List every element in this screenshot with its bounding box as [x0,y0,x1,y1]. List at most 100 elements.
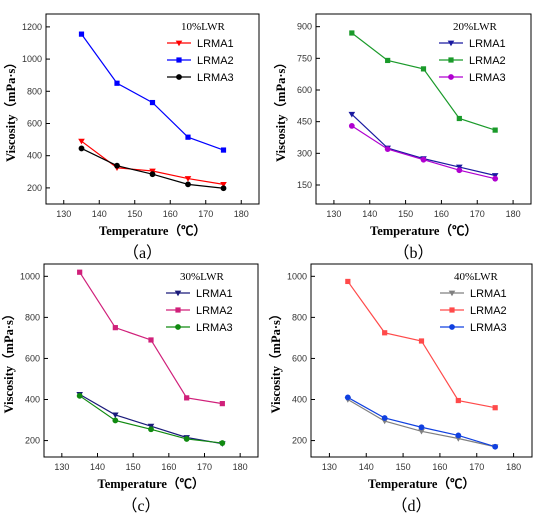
data-point [220,181,227,188]
data-point [185,134,191,140]
legend-label: LRMA3 [469,72,506,84]
panel-label: （c） [121,497,160,515]
chart-panel-4: 130 140 150 160 170 180 200 400 600 800 1000 Temper… [268,263,533,515]
legend-label: LRMA2 [197,55,234,67]
data-point [114,80,120,86]
legend-entry: LRMA2 [167,55,234,67]
legend-marker [449,307,455,313]
legend-entry: LRMA1 [166,288,233,300]
data-point [148,426,154,433]
plot-frame [43,263,259,458]
plot-frame [310,263,533,458]
legend-marker [175,40,183,47]
series-LRMA1 [348,111,499,179]
chart-panel-1: 130 140 150 160 170 180 200 400 600 800 1000 1200 Te… [3,13,260,262]
y-tick-label: 1200 [22,22,42,32]
legend-label: LRMA2 [196,305,233,317]
x-tick-label: 140 [90,462,105,472]
legend-label: LRMA1 [470,288,507,300]
x-tick-label: 160 [161,462,176,472]
x-tick-label: 140 [362,209,377,219]
data-point [78,145,85,152]
x-tick-label: 160 [432,462,447,472]
y-axis-label: Viscosity（mPa·s） [268,308,283,414]
data-point [492,443,499,450]
series-line [79,393,223,445]
data-point [455,432,462,439]
x-tick-label: 180 [506,209,521,219]
legend-label: LRMA3 [196,322,233,334]
y-tick-label: 900 [297,22,312,32]
legend-marker [448,57,454,63]
series-line [81,33,224,151]
legend-entry: LRMA1 [439,38,506,50]
y-tick-label: 600 [27,118,42,128]
y-tick-label: 200 [25,436,40,446]
y-tick-label: 600 [292,353,307,363]
legend-entry: LRMA3 [439,72,506,84]
legend-marker [176,74,182,80]
legend-title: 20%LWR [453,21,497,33]
data-point [112,412,119,419]
y-tick-label: 600 [25,353,40,363]
legend-label: LRMA3 [197,72,234,84]
legend-marker [176,57,182,63]
legend-marker [449,324,455,330]
legend-label: LRMA1 [196,288,233,300]
y-tick-label: 800 [292,312,307,322]
y-tick-label: 1000 [287,271,307,281]
data-point [348,111,356,118]
data-point [114,162,120,169]
chart-panel-3: 130 140 150 160 170 180 200 400 600 800 1000 Temper… [1,263,259,515]
y-tick-label: 200 [27,183,42,193]
x-tick-label: 150 [126,462,141,472]
data-point [219,440,226,446]
x-tick-label: 150 [127,209,142,219]
data-point [349,30,355,36]
legend-entry: LRMA2 [440,305,507,317]
data-point [149,171,156,178]
data-point [382,330,388,336]
x-tick-label: 180 [234,209,249,219]
legend-title: 40%LWR [454,271,498,283]
x-tick-label: 130 [326,209,341,219]
data-point [184,395,190,401]
x-tick-label: 170 [469,462,484,472]
data-point [220,147,227,153]
data-point [455,397,461,404]
legend-title: 30%LWR [180,271,224,283]
legend-entry: LRMA3 [167,72,234,84]
panel-label: （a） [123,244,162,262]
y-tick-label: 400 [27,151,42,161]
y-tick-label: 1000 [22,54,42,64]
y-axis-label: Viscosity（mPa·s） [273,56,288,162]
y-tick-label: 400 [25,395,40,405]
data-point [385,57,391,64]
series-LRMA2 [349,30,498,133]
x-tick-label: 160 [163,209,178,219]
data-point [185,181,191,188]
legend-label: LRMA2 [470,305,507,317]
legend-entry: LRMA1 [167,38,234,50]
data-point [420,66,427,72]
data-point [384,146,391,153]
data-point [148,337,154,343]
series-LRMA2 [345,278,498,411]
legend-label: LRMA2 [469,55,506,67]
plot-frame [315,13,532,205]
y-tick-label: 150 [297,180,312,190]
series-LRMA2 [77,269,225,407]
data-point [344,394,351,401]
legend-marker [448,290,456,297]
series-line [347,396,496,448]
x-axis-label: Temperature（℃） [370,223,477,238]
legend-label: LRMA3 [470,322,507,334]
y-tick-label: 800 [25,312,40,322]
chart-panel-2: 130 140 150 160 170 180 150 300 450 600 750 900 Temp… [273,13,532,262]
legend-entry: LRMA2 [439,55,506,67]
y-tick-label: 800 [27,86,42,96]
data-point [219,401,225,407]
data-point [418,338,425,344]
data-point [492,127,498,133]
